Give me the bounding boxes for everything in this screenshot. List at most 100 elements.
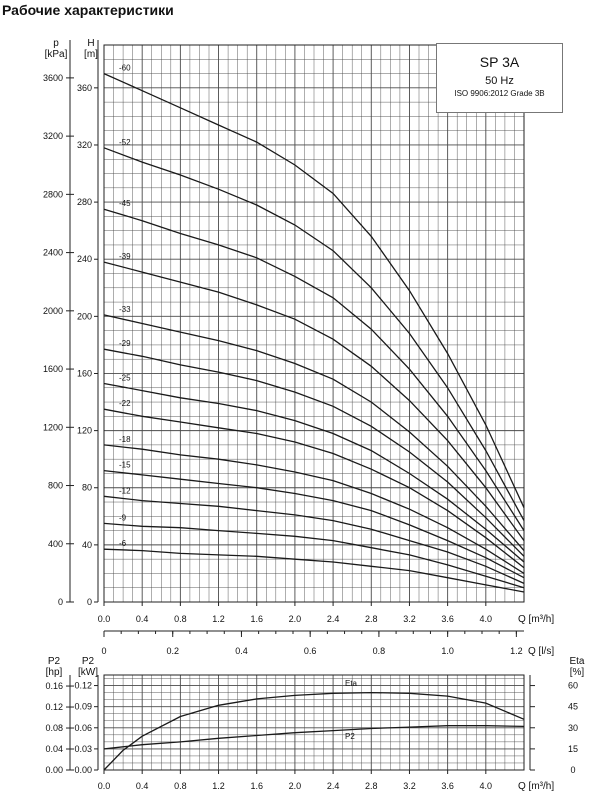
curve-label: -33 <box>119 305 131 314</box>
h-tick-label: 0 <box>87 597 92 607</box>
q2-tick-label: 0.8 <box>174 781 187 791</box>
legend-standard: ISO 9906:2012 Grade 3B <box>454 89 545 98</box>
pump-curve-45 <box>103 208 525 531</box>
q-ls-tick-label: 0.2 <box>166 646 179 656</box>
hp-axis-label: P2 <box>48 656 61 667</box>
h-tick-label: 360 <box>77 83 92 93</box>
q2-tick-label: 2.4 <box>327 781 340 791</box>
hp-tick-label: 0.00 <box>45 765 63 775</box>
pump-curve-29 <box>103 348 525 557</box>
p2-curve <box>103 725 525 750</box>
pump-curve-39 <box>103 261 525 541</box>
bottom-plot-frame <box>103 674 525 771</box>
q-tick-label: 2.8 <box>365 614 378 624</box>
h-tick-label: 80 <box>82 483 92 493</box>
q-ls-tick-label: 1.2 <box>510 646 523 656</box>
p-axis-label: [kPa] <box>45 49 68 60</box>
curve-label: -29 <box>119 339 131 348</box>
eta-axis-label: [%] <box>570 667 585 678</box>
curve-label: -39 <box>119 252 131 261</box>
eta-tick-label: 60 <box>568 681 578 691</box>
curve-label: -22 <box>119 399 131 408</box>
q-tick-label: 2.0 <box>289 614 302 624</box>
eta-tick-label: 45 <box>568 702 578 712</box>
curve-label: -6 <box>119 539 127 548</box>
pump-curve-18 <box>103 444 525 574</box>
eta-axis-label: Eta <box>569 656 584 667</box>
hp-tick-label: 0.04 <box>45 744 63 754</box>
curve-label: -45 <box>119 199 131 208</box>
p-tick-label: 1600 <box>43 364 63 374</box>
h-tick-label: 40 <box>82 540 92 550</box>
page-title: Рабочие характеристики <box>2 2 174 18</box>
q2-tick-label: 0.4 <box>136 781 149 791</box>
legend-box: SP 3A 50 Hz ISO 9906:2012 Grade 3B <box>436 43 563 113</box>
kw-tick-label: 0.00 <box>74 765 92 775</box>
kw-tick-label: 0.12 <box>74 681 92 691</box>
q-tick-label: 0.4 <box>136 614 149 624</box>
h-axis-label: [m] <box>84 49 98 60</box>
q2-tick-label: 3.6 <box>441 781 454 791</box>
pump-curve-12 <box>103 495 525 584</box>
q-ls-tick-label: 1.0 <box>441 646 454 656</box>
hp-tick-label: 0.12 <box>45 702 63 712</box>
legend-frequency: 50 Hz <box>485 75 514 87</box>
q-tick-label: 1.6 <box>250 614 263 624</box>
h-tick-label: 160 <box>77 368 92 378</box>
q-ls-tick-label: 0.4 <box>235 646 248 656</box>
top-plot-frame <box>103 44 525 603</box>
top-grid <box>103 44 525 603</box>
q-tick-label: 0.0 <box>98 614 111 624</box>
q2-tick-label: 4.0 <box>480 781 493 791</box>
p-tick-label: 2000 <box>43 306 63 316</box>
hp-axis-label: [hp] <box>46 667 63 678</box>
p-tick-label: 3200 <box>43 131 63 141</box>
hp-tick-label: 0.08 <box>45 723 63 733</box>
curve-label: -12 <box>119 486 131 495</box>
eta-curve <box>103 691 525 771</box>
q-axis-label: Q [m³/h] <box>518 614 554 625</box>
q-ls-tick-label: 0.6 <box>304 646 317 656</box>
h-tick-label: 240 <box>77 254 92 264</box>
q-ls-axis-label: Q [l/s] <box>528 646 554 657</box>
pump-curve-15 <box>103 469 525 579</box>
kw-tick-label: 0.09 <box>74 702 92 712</box>
curve-label: -15 <box>119 461 131 470</box>
q2-tick-label: 0.0 <box>98 781 111 791</box>
p-tick-label: 2800 <box>43 189 63 199</box>
h-tick-label: 120 <box>77 426 92 436</box>
kw-axis-label: [kW] <box>78 667 98 678</box>
q-tick-label: 4.0 <box>480 614 493 624</box>
p-tick-label: 800 <box>48 481 63 491</box>
h-tick-label: 280 <box>77 197 92 207</box>
kw-axis-label: P2 <box>82 656 95 667</box>
q-tick-label: 0.8 <box>174 614 187 624</box>
eta-curve-label: Eta <box>345 679 358 688</box>
q2-tick-label: 3.2 <box>403 781 416 791</box>
pump-curve-33 <box>103 314 525 552</box>
curve-label: -60 <box>119 64 131 73</box>
eta-tick-label: 15 <box>568 744 578 754</box>
q2-axis-label: Q [m³/h] <box>518 781 554 792</box>
eta-tick-label: 0 <box>570 765 575 775</box>
q-tick-label: 2.4 <box>327 614 340 624</box>
p-axis-label: p <box>53 38 59 49</box>
eta-tick-label: 30 <box>568 723 578 733</box>
p2-curve-label: P2 <box>345 732 355 741</box>
bottom-grid <box>103 675 525 771</box>
pump-curve-22 <box>103 408 525 569</box>
kw-tick-label: 0.03 <box>74 744 92 754</box>
p-tick-label: 0 <box>58 597 63 607</box>
p-tick-label: 1200 <box>43 422 63 432</box>
p-tick-label: 400 <box>48 539 63 549</box>
h-tick-label: 320 <box>77 140 92 150</box>
p-tick-label: 2400 <box>43 248 63 258</box>
legend-model: SP 3A <box>479 54 520 70</box>
pump-curve-25 <box>103 382 525 563</box>
q2-tick-label: 2.0 <box>289 781 302 791</box>
q-tick-label: 3.2 <box>403 614 416 624</box>
q2-tick-label: 2.8 <box>365 781 378 791</box>
curve-label: -52 <box>119 138 131 147</box>
pump-curve-9 <box>103 522 525 589</box>
